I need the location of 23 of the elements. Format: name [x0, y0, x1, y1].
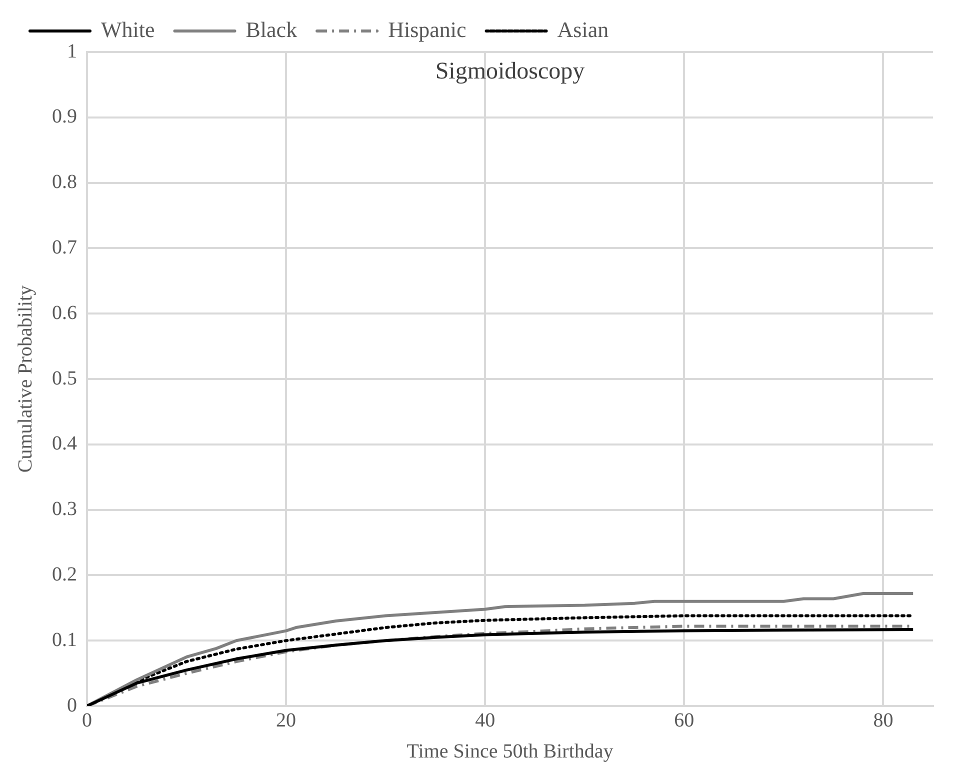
legend-label: White [101, 16, 155, 42]
x-tick-label: 60 [674, 709, 694, 732]
x-axis-title: Time Since 50th Birthday [406, 740, 614, 762]
y-tick-label: 0.2 [52, 563, 77, 586]
y-axis-title: Cumulative Probability [14, 285, 36, 473]
y-tick-label: 0 [67, 694, 77, 716]
y-tick-label: 0.7 [52, 236, 77, 258]
y-tick-label: 0.1 [52, 628, 77, 651]
x-tick-label: 80 [873, 709, 894, 732]
y-tick-label: 1 [67, 40, 77, 62]
y-tick-label: 0.4 [52, 432, 77, 455]
chart-title: Sigmoidoscopy [435, 58, 585, 84]
y-tick-label: 0.5 [52, 367, 77, 390]
y-tick-label: 0.9 [52, 106, 77, 128]
legend-label: Asian [557, 16, 609, 42]
y-tick-label: 0.6 [52, 302, 77, 324]
x-tick-label: 20 [276, 709, 296, 732]
legend-label: Black [246, 16, 298, 42]
x-tick-label: 0 [82, 709, 92, 732]
y-tick-label: 0.3 [52, 498, 77, 520]
x-tick-label: 40 [475, 709, 496, 732]
legend-label: Hispanic [388, 16, 467, 42]
y-tick-label: 0.8 [52, 171, 77, 194]
